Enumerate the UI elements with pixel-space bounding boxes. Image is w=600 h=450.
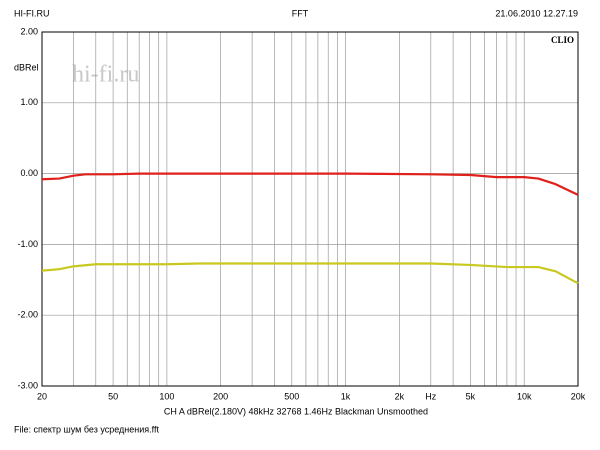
x-tick-label: 200 — [213, 391, 228, 401]
chart-title: FFT — [292, 8, 309, 18]
y-tick-label: -2.00 — [17, 310, 38, 320]
x-tick-label: 10k — [517, 391, 532, 401]
y-tick-label: -1.00 — [17, 239, 38, 249]
y-tick-label: 2.00 — [20, 26, 38, 36]
x-tick-label: Hz — [425, 391, 436, 401]
x-tick-label: 2k — [395, 391, 405, 401]
settings-line: CH A dBRel(2.180V) 48kHz 32768 1.46Hz Bl… — [164, 406, 428, 416]
x-tick-label: 1k — [341, 391, 351, 401]
watermark: hi-fi.ru — [72, 62, 139, 88]
x-tick-label: 20k — [571, 391, 586, 401]
series-line — [41, 262, 579, 285]
x-tick-label: 20 — [37, 391, 47, 401]
y-axis-label: dBRel — [14, 62, 39, 72]
y-tick-label: 1.00 — [20, 97, 38, 107]
plot-frame — [41, 31, 579, 387]
y-tick-label: -3.00 — [17, 380, 38, 390]
x-tick-label: 500 — [284, 391, 299, 401]
file-line: File: спектр шум без усреднения.fft — [14, 424, 159, 434]
header-right: 21.06.2010 12.27.19 — [495, 8, 578, 18]
x-tick-label: 100 — [159, 391, 174, 401]
x-tick-label: 50 — [108, 391, 118, 401]
x-tick-label: 5k — [466, 391, 476, 401]
series-line — [41, 172, 579, 196]
y-tick-label: 0.00 — [20, 168, 38, 178]
brand: CLIO — [551, 35, 574, 45]
header-left: HI-FI.RU — [14, 8, 50, 18]
